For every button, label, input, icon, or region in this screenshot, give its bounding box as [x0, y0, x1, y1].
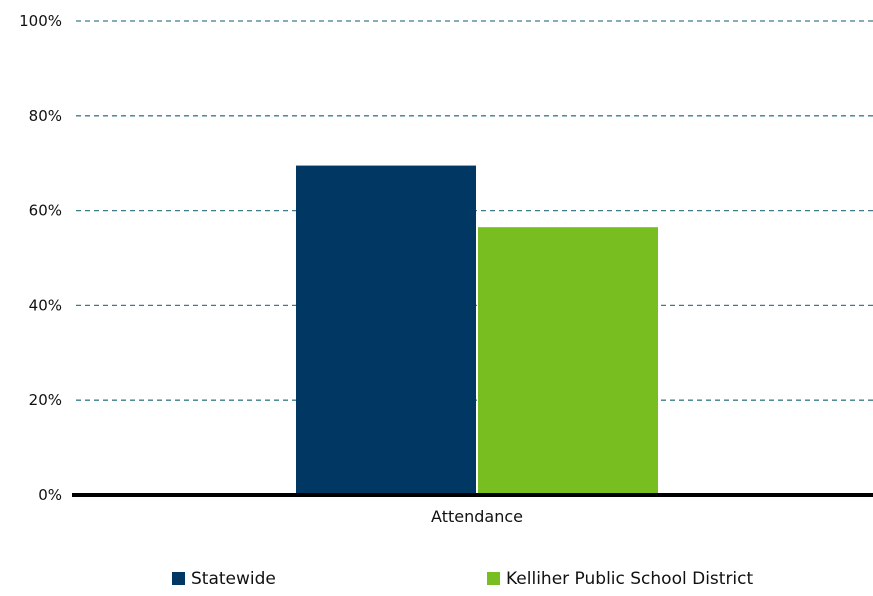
legend-swatch [487, 572, 500, 585]
y-tick-label: 100% [19, 12, 62, 30]
y-tick-label: 40% [29, 296, 62, 314]
legend-swatch [172, 572, 185, 585]
legend-item: Statewide [172, 569, 276, 589]
x-category-label: Attendance [431, 507, 523, 526]
bar-statewide [296, 165, 476, 495]
legend-label: Statewide [191, 569, 276, 589]
y-tick-label: 60% [29, 202, 62, 220]
bar-kelliher-public-school-district [478, 227, 658, 495]
x-axis-category-labels: Attendance [431, 507, 523, 526]
y-tick-label: 20% [29, 391, 62, 409]
legend-item: Kelliher Public School District [487, 569, 754, 589]
legend: Statewide Kelliher Public School District [172, 569, 754, 589]
y-tick-label: 0% [38, 486, 62, 504]
y-tick-label: 80% [29, 107, 62, 125]
legend-label: Kelliher Public School District [506, 569, 754, 589]
y-axis-tick-labels: 0% 20% 40% 60% 80% 100% [19, 12, 62, 504]
bars [296, 165, 658, 495]
